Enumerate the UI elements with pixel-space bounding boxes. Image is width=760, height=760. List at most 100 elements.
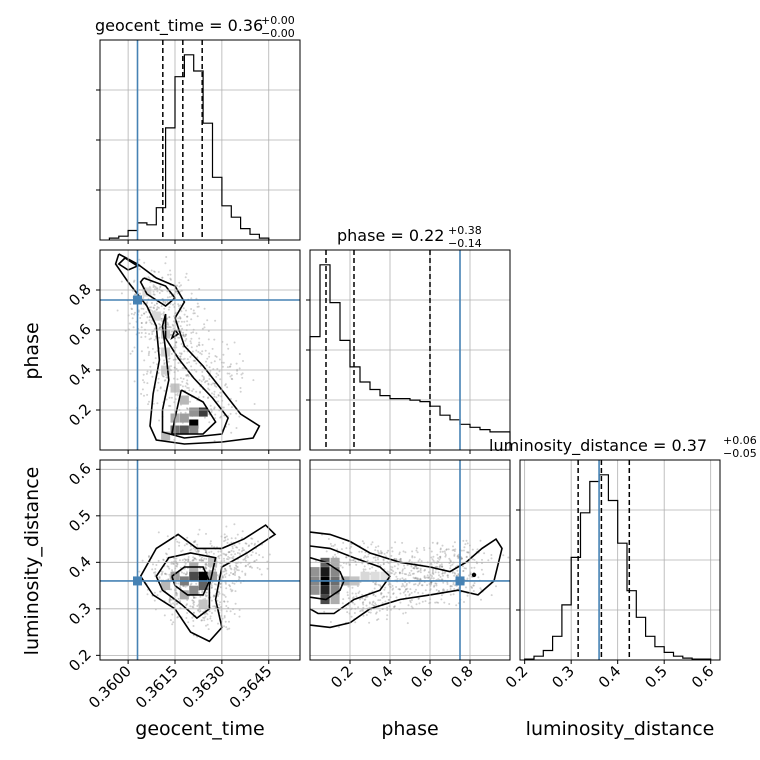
sample-point — [168, 396, 171, 399]
sample-point — [236, 533, 239, 536]
sample-point — [228, 620, 230, 623]
sample-point — [390, 569, 393, 572]
sample-point — [481, 558, 483, 561]
panel-geocent-time-vs-phase: 0.2 0.4 0.6 0.8 — [65, 249, 301, 451]
sample-point — [224, 567, 227, 570]
sample-point — [362, 606, 365, 609]
sample-point — [413, 583, 415, 586]
sample-point — [413, 567, 416, 570]
title-luminosity-distance: luminosity_distance = 0.37 — [489, 436, 707, 456]
sample-point — [157, 271, 160, 273]
sample-point — [390, 554, 393, 557]
contour-line — [171, 566, 211, 596]
sample-point — [217, 622, 219, 625]
sample-point — [193, 312, 196, 315]
sample-point — [199, 567, 202, 570]
sample-point — [423, 575, 426, 578]
sample-point — [185, 309, 187, 312]
sample-point — [382, 558, 385, 561]
density-cell — [189, 585, 199, 595]
density-cell — [142, 287, 152, 297]
sample-point — [238, 576, 241, 579]
sample-point — [206, 618, 209, 621]
sample-point — [426, 576, 428, 579]
sample-point — [209, 540, 212, 543]
sample-point — [391, 588, 394, 591]
sample-point — [198, 559, 201, 561]
sample-point — [181, 380, 184, 383]
sample-point — [202, 395, 205, 398]
sample-point — [169, 273, 172, 276]
sample-point — [152, 284, 155, 287]
sample-point — [247, 563, 250, 566]
sample-point — [465, 556, 468, 559]
sample-point — [244, 557, 247, 560]
sample-point — [415, 577, 418, 580]
sample-point — [219, 550, 222, 553]
sample-point — [154, 573, 157, 576]
density-cell — [320, 585, 330, 595]
sample-point — [192, 625, 195, 627]
panel-frame — [99, 39, 301, 241]
sample-point — [227, 558, 230, 561]
sample-point — [144, 335, 147, 338]
sample-point — [146, 370, 149, 373]
sample-point — [226, 538, 229, 541]
sample-point — [209, 617, 212, 620]
sample-point — [203, 557, 206, 560]
sample-point — [226, 600, 229, 603]
sample-point — [229, 571, 232, 574]
panel-geocent-time-vs-luminosity-distance: 0.2 0.3 0.4 0.5 0.6 — [65, 459, 301, 675]
sample-point — [463, 546, 466, 549]
sample-point — [189, 583, 192, 586]
sample-point — [377, 583, 380, 586]
sample-point — [408, 594, 411, 597]
sample-point — [230, 537, 233, 540]
sample-point — [212, 552, 215, 555]
sample-point — [375, 612, 377, 615]
sample-point — [205, 553, 208, 555]
sample-point — [226, 343, 229, 346]
sample-point — [360, 609, 363, 612]
sample-point — [201, 591, 204, 594]
sample-point — [239, 581, 242, 584]
sample-point — [140, 336, 143, 339]
x-tick-label: 0.5 — [641, 662, 671, 692]
sample-point — [178, 559, 181, 562]
sample-point — [203, 326, 206, 329]
sample-point — [441, 544, 444, 547]
sample-point — [185, 617, 188, 619]
sample-point — [466, 551, 469, 554]
sample-point — [178, 541, 181, 544]
sample-point — [350, 615, 353, 618]
sample-point — [213, 546, 216, 549]
sample-point — [183, 350, 186, 353]
sample-point — [376, 549, 379, 552]
sample-point — [352, 601, 354, 604]
sample-point — [457, 557, 460, 560]
sample-point — [148, 315, 151, 318]
sample-point — [168, 404, 170, 407]
sample-point — [229, 375, 232, 378]
sample-point — [200, 380, 203, 383]
sample-point — [223, 615, 226, 617]
sample-point — [176, 378, 179, 381]
sample-point — [372, 600, 375, 603]
sample-point — [213, 605, 216, 608]
sample-point — [367, 555, 370, 558]
sample-point — [380, 592, 383, 595]
sample-point — [353, 612, 356, 614]
sample-point — [413, 556, 416, 559]
sample-point — [217, 394, 220, 396]
sample-point — [375, 604, 377, 606]
sample-point — [392, 593, 395, 595]
sample-point — [161, 317, 163, 320]
sample-point — [163, 363, 166, 366]
sample-point — [402, 550, 405, 553]
sample-point — [142, 307, 145, 310]
y-tick-label: 0.3 — [65, 599, 95, 629]
sample-point — [406, 564, 409, 567]
sample-point — [233, 341, 236, 344]
sample-point — [187, 558, 190, 561]
sample-point — [149, 370, 152, 373]
